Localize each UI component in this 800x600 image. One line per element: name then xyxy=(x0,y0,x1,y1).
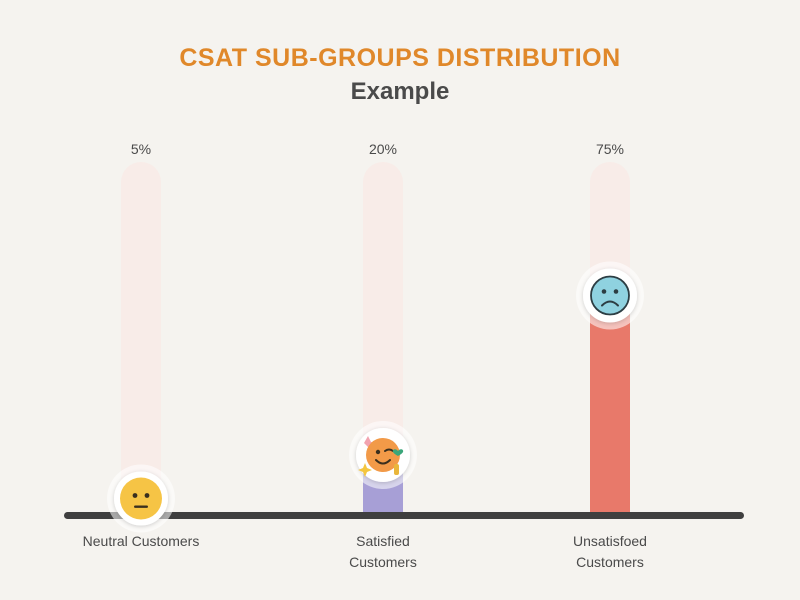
bar-track xyxy=(121,162,161,515)
neutral-face-icon xyxy=(107,464,175,533)
frowning-face-icon xyxy=(576,261,644,330)
category-label: Satisfied xyxy=(356,533,410,549)
value-label: 5% xyxy=(131,141,151,157)
category-label: Unsatisfoed xyxy=(573,533,647,549)
winking-face-icon xyxy=(349,421,417,489)
value-label: 75% xyxy=(596,141,624,157)
category-label: Customers xyxy=(349,554,417,570)
bar xyxy=(590,297,630,515)
bar-icons xyxy=(107,261,644,533)
category-label: Neutral Customers xyxy=(83,533,200,549)
category-label: Customers xyxy=(576,554,644,570)
value-label: 20% xyxy=(369,141,397,157)
x-axis-baseline xyxy=(64,512,744,519)
chart-subtitle: Example xyxy=(350,78,450,105)
value-labels: 5% 20% 75% xyxy=(131,141,624,157)
category-labels: Neutral Customers Satisfied Customers Unsat… xyxy=(83,533,647,570)
chart-title: CSAT SUB-GROUPS DISTRIBUTION xyxy=(179,44,621,72)
